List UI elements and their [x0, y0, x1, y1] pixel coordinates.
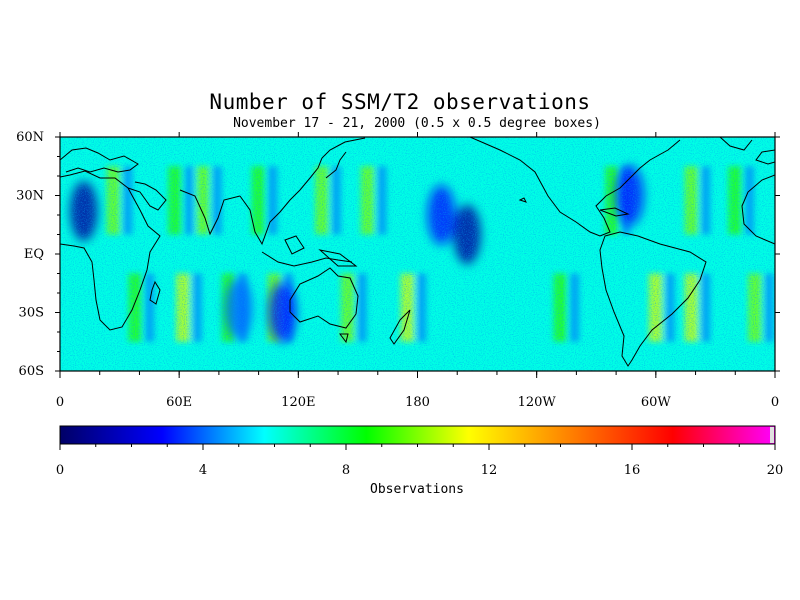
lon-tick-label: 0 — [56, 395, 64, 410]
coast-newzealand — [389, 309, 411, 345]
colorbar-ticks: 0 4 8 12 16 20 — [56, 427, 783, 478]
coast-australia — [289, 267, 359, 329]
colorbar-tick-label: 4 — [199, 463, 207, 478]
coast-arabia — [127, 181, 167, 211]
coast-se-asia — [239, 137, 366, 246]
colorbar-tick-label: 20 — [767, 463, 784, 478]
colorbar-end-cap — [770, 427, 774, 443]
lon-tick-label: 60W — [641, 395, 672, 410]
colorbar-tick-label: 8 — [342, 463, 350, 478]
lon-tick-label: 120E — [281, 395, 315, 410]
coast-tasmania — [339, 333, 349, 344]
coast-europe — [60, 147, 139, 173]
map-subtitle: November 17 - 21, 2000 (0.5 x 0.5 degree… — [233, 116, 601, 131]
lat-tick-label: 60S — [19, 364, 44, 379]
coast-madagascar — [149, 280, 161, 305]
colorbar-tick-label: 16 — [624, 463, 641, 478]
coast-india — [179, 189, 241, 236]
coast-iberia-right — [755, 149, 775, 165]
coast-north-america — [469, 137, 681, 237]
coast-newguinea — [318, 249, 358, 267]
coast-japan — [325, 151, 347, 179]
lon-tick-label: 180 — [405, 395, 430, 410]
lon-tick-label: 60E — [166, 395, 192, 410]
speckle-noise — [60, 137, 775, 371]
coastlines — [60, 137, 775, 367]
coast-cuba — [599, 207, 630, 217]
lat-tick-label: EQ — [24, 247, 44, 262]
latitude-axis: 60N 30N EQ 30S 60S — [16, 130, 780, 379]
lon-tick-label: 0 — [771, 395, 779, 410]
lon-tick-label: 120W — [518, 395, 557, 410]
coast-africa — [60, 170, 161, 331]
coast-west-africa-right — [741, 174, 775, 245]
coast-borneo — [284, 235, 305, 255]
colorbar-label: Observations — [370, 482, 464, 497]
lat-tick-label: 60N — [16, 130, 44, 145]
map-plot-area — [60, 137, 775, 371]
coast-hawaii — [518, 197, 527, 203]
lat-tick-label: 30S — [19, 306, 44, 321]
colorbar-tick-label: 12 — [481, 463, 498, 478]
coast-south-america — [599, 231, 707, 367]
coast-greenland — [719, 137, 753, 151]
map-title: Number of SSM/T2 observations — [209, 90, 591, 114]
longitude-axis: 0 60E 120E 180 120W 60W 0 — [56, 132, 779, 410]
colorbar — [59, 425, 776, 445]
coast-indonesia — [261, 251, 353, 267]
colorbar-tick-label: 0 — [56, 463, 64, 478]
lat-tick-label: 30N — [16, 189, 44, 204]
